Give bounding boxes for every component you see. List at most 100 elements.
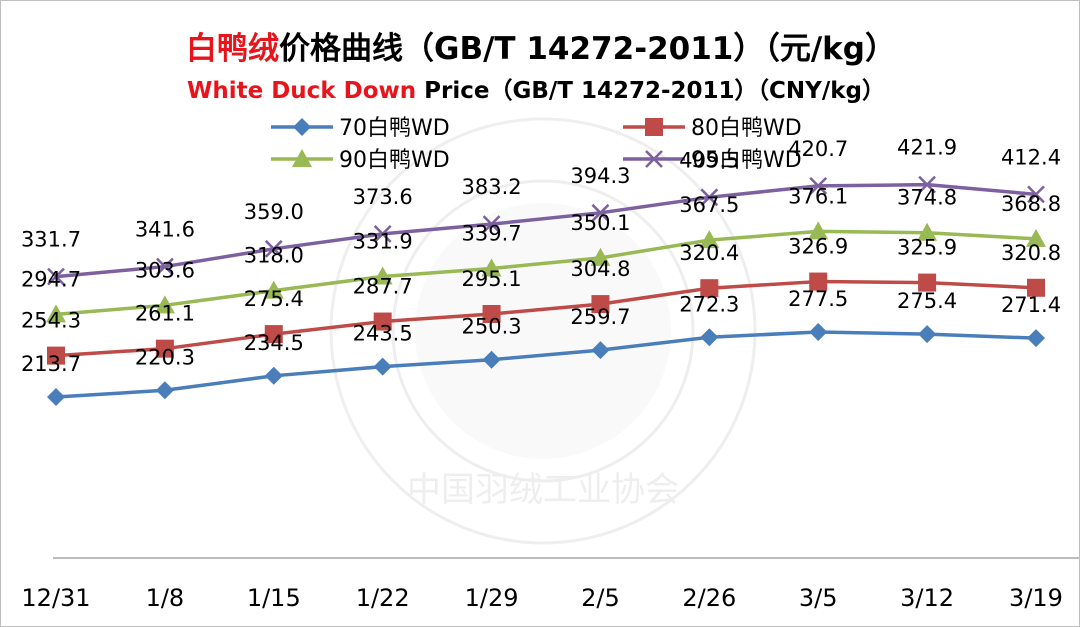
series-line — [55, 279, 1037, 358]
data-point — [918, 273, 937, 292]
data-point — [809, 177, 828, 195]
data-label: 259.7 — [570, 305, 630, 329]
series-80白鸭WD — [47, 272, 1045, 365]
data-point — [481, 258, 502, 277]
data-label: 304.8 — [570, 257, 630, 281]
legend-marker — [293, 118, 311, 136]
data-label: 421.9 — [897, 136, 957, 160]
data-label: 383.2 — [461, 175, 521, 199]
data-label: 271.4 — [1001, 293, 1061, 317]
chart-title-en-rest: Price（GB/T 14272-2011）（CNY/kg） — [416, 77, 885, 104]
data-label: 394.3 — [570, 164, 630, 188]
legend-item: 95白鸭WD — [623, 148, 802, 173]
chart-title-zh-highlight: 白鸭绒 — [186, 31, 279, 67]
data-label: 350.1 — [570, 211, 630, 235]
data-point — [373, 357, 392, 376]
data-label: 261.1 — [135, 302, 195, 326]
series-layer — [46, 175, 1046, 407]
data-label: 220.3 — [135, 345, 195, 369]
data-point — [47, 388, 65, 407]
data-point — [46, 304, 66, 323]
data-label: 213.7 — [21, 352, 81, 376]
legend-item: 90白鸭WD — [271, 148, 450, 173]
legend: 70白鸭WD 80白鸭WD 90白鸭WD 95白鸭WD — [271, 116, 802, 173]
data-label: 339.7 — [461, 222, 521, 246]
data-point — [809, 322, 828, 341]
data-label: 320.4 — [679, 241, 739, 265]
data-label: 373.6 — [353, 185, 413, 209]
legend-marker — [645, 150, 663, 168]
legend-item: 80白鸭WD — [623, 116, 802, 141]
data-point — [156, 257, 174, 276]
watermark-seal: 中国羽绒工业协会 — [329, 117, 757, 545]
legend-label: 70白鸭WD — [339, 116, 450, 141]
data-label: 294.7 — [21, 267, 81, 291]
data-point — [373, 225, 392, 243]
data-label: 376.1 — [788, 184, 848, 208]
watermark-text: 中国羽绒工业协会 — [407, 470, 679, 510]
data-label: 303.6 — [135, 258, 195, 282]
legend-item: 70白鸭WD — [271, 116, 450, 141]
x-tick-label: 1/29 — [465, 584, 519, 612]
data-point — [591, 203, 610, 222]
legend-marker — [292, 149, 312, 167]
data-point — [1026, 228, 1046, 247]
data-label: 272.3 — [679, 292, 739, 316]
data-label: 367.5 — [679, 193, 739, 217]
x-tick-label: 1/22 — [356, 584, 410, 612]
x-tick-label: 3/5 — [799, 584, 838, 612]
data-point — [264, 325, 283, 344]
data-label: 325.9 — [897, 236, 957, 260]
x-tick-label: 2/26 — [682, 584, 736, 612]
x-tick-label: 3/19 — [1009, 584, 1063, 612]
data-point — [918, 325, 937, 344]
data-labels-layer: 213.7 220.3 234.5 243.5 250.3 259.7 272.3 277.5… — [21, 136, 1061, 376]
chart-title-en: White Duck Down Price（GB/T 14272-2011）（C… — [187, 77, 885, 104]
data-point — [372, 266, 393, 285]
data-label: 277.5 — [788, 287, 848, 311]
data-label: 320.8 — [1001, 241, 1061, 265]
chart-title-zh: 白鸭绒价格曲线（GB/T 14272-2011）（元/kg） — [186, 31, 896, 67]
legend-label: 95白鸭WD — [691, 148, 802, 173]
data-label: 374.8 — [897, 186, 957, 210]
data-label: 318.0 — [244, 244, 304, 268]
data-point — [917, 222, 938, 241]
data-point — [482, 215, 501, 234]
data-label: 368.8 — [1001, 192, 1061, 216]
data-point — [1027, 185, 1045, 204]
data-label: 250.3 — [461, 315, 521, 339]
series-90白鸭WD — [46, 221, 1046, 323]
data-label: 275.4 — [244, 287, 304, 311]
data-point — [264, 366, 283, 385]
data-point — [1027, 329, 1045, 348]
data-label: 331.9 — [353, 229, 413, 253]
data-point — [482, 350, 501, 369]
legend-label: 90白鸭WD — [339, 148, 450, 173]
data-label: 409.5 — [679, 148, 739, 172]
data-point — [590, 247, 611, 266]
series-70白鸭WD — [47, 322, 1045, 407]
data-label: 243.5 — [353, 322, 413, 346]
x-axis-tick-labels: 12/31 1/8 1/15 1/22 1/29 2/5 2/26 3/5 3/12 3/19 — [21, 584, 1063, 612]
chart-title-zh-rest: 价格曲线（GB/T 14272-2011）（元/kg） — [279, 31, 896, 67]
data-label: 234.5 — [244, 331, 304, 355]
x-tick-label: 2/5 — [581, 584, 620, 612]
data-point — [918, 175, 936, 194]
data-label: 341.6 — [135, 218, 195, 242]
data-point — [482, 304, 501, 323]
data-point — [809, 272, 828, 291]
series-line — [55, 229, 1037, 317]
data-label: 326.9 — [788, 235, 848, 259]
legend-marker — [645, 118, 663, 136]
data-point — [47, 346, 65, 365]
data-label: 359.0 — [244, 200, 304, 224]
data-label: 420.7 — [788, 137, 848, 161]
series-95白鸭WD — [47, 175, 1045, 286]
data-point — [264, 239, 283, 258]
x-tick-label: 1/8 — [146, 584, 185, 612]
data-label: 287.7 — [353, 275, 413, 299]
x-tick-label: 3/12 — [900, 584, 954, 612]
data-point — [808, 221, 829, 240]
